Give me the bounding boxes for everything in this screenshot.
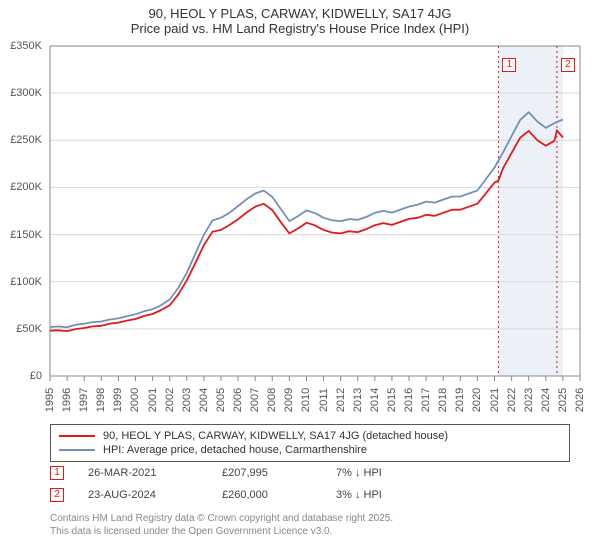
x-tick-label: 2008 bbox=[266, 388, 278, 412]
footer-note: Contains HM Land Registry data © Crown c… bbox=[0, 510, 600, 538]
x-tick-label: 2017 bbox=[420, 388, 432, 412]
x-tick-label: 2020 bbox=[471, 388, 483, 412]
x-tick-label: 2015 bbox=[386, 388, 398, 412]
y-tick-label: £150K bbox=[10, 229, 42, 241]
x-tick-label: 2011 bbox=[318, 388, 330, 412]
x-tick-label: 2024 bbox=[540, 388, 552, 412]
x-tick-label: 2003 bbox=[181, 388, 193, 412]
legend-swatch bbox=[59, 449, 95, 451]
x-tick-label: 2009 bbox=[283, 388, 295, 412]
x-tick-label: 2012 bbox=[335, 388, 347, 412]
x-tick-label: 2026 bbox=[574, 388, 586, 412]
footer-line-2: This data is licensed under the Open Gov… bbox=[50, 525, 570, 538]
x-tick-label: 2007 bbox=[249, 388, 261, 412]
x-tick-label: 2006 bbox=[232, 388, 244, 412]
sale-marker-2: 2 bbox=[561, 58, 575, 72]
chart-subtitle: Price paid vs. HM Land Registry's House … bbox=[0, 21, 600, 40]
x-tick-label: 1998 bbox=[95, 388, 107, 412]
y-tick-label: £350K bbox=[10, 40, 42, 52]
x-tick-label: 2019 bbox=[454, 388, 466, 412]
x-tick-label: 2005 bbox=[215, 388, 227, 412]
x-tick-label: 2004 bbox=[198, 388, 210, 412]
legend-box: 90, HEOL Y PLAS, CARWAY, KIDWELLY, SA17 … bbox=[50, 424, 570, 462]
x-tick-label: 2023 bbox=[523, 388, 535, 412]
x-tick-label: 2010 bbox=[300, 388, 312, 412]
sale-price: £207,995 bbox=[222, 467, 312, 479]
y-tick-label: £100K bbox=[10, 276, 42, 288]
x-tick-label: 2018 bbox=[437, 388, 449, 412]
legend-item: 90, HEOL Y PLAS, CARWAY, KIDWELLY, SA17 … bbox=[59, 429, 561, 443]
sale-row-marker: 2 bbox=[50, 488, 64, 502]
x-tick-label: 2022 bbox=[506, 388, 518, 412]
footer-line-1: Contains HM Land Registry data © Crown c… bbox=[50, 512, 570, 525]
sale-date: 26-MAR-2021 bbox=[88, 467, 198, 479]
x-tick-label: 2014 bbox=[369, 388, 381, 412]
legend-item: HPI: Average price, detached house, Carm… bbox=[59, 443, 561, 457]
legend-label: 90, HEOL Y PLAS, CARWAY, KIDWELLY, SA17 … bbox=[103, 430, 448, 442]
legend-footer: 90, HEOL Y PLAS, CARWAY, KIDWELLY, SA17 … bbox=[0, 420, 600, 510]
x-tick-label: 1995 bbox=[44, 388, 56, 412]
sale-delta: 3% ↓ HPI bbox=[336, 489, 382, 501]
y-tick-label: £200K bbox=[10, 181, 42, 193]
y-tick-label: £250K bbox=[10, 134, 42, 146]
sale-marker-1: 1 bbox=[502, 58, 516, 72]
chart-title: 90, HEOL Y PLAS, CARWAY, KIDWELLY, SA17 … bbox=[0, 0, 600, 21]
x-tick-label: 2013 bbox=[352, 388, 364, 412]
x-tick-label: 2025 bbox=[557, 388, 569, 412]
y-tick-label: £0 bbox=[30, 370, 42, 382]
x-tick-label: 2021 bbox=[489, 388, 501, 412]
sale-price: £260,000 bbox=[222, 489, 312, 501]
sale-date: 23-AUG-2024 bbox=[88, 489, 198, 501]
x-tick-label: 2002 bbox=[164, 388, 176, 412]
sale-delta: 7% ↓ HPI bbox=[336, 467, 382, 479]
legend-label: HPI: Average price, detached house, Carm… bbox=[103, 444, 367, 456]
x-tick-label: 1999 bbox=[112, 388, 124, 412]
x-tick-label: 2001 bbox=[147, 388, 159, 412]
chart-svg bbox=[0, 40, 600, 420]
y-tick-label: £300K bbox=[10, 87, 42, 99]
x-tick-label: 1997 bbox=[78, 388, 90, 412]
y-tick-label: £50K bbox=[16, 323, 42, 335]
x-tick-label: 1996 bbox=[61, 388, 73, 412]
x-tick-label: 2000 bbox=[129, 388, 141, 412]
chart-area: £0 £50K £100K £150K £200K £250K £300K £350K 199… bbox=[0, 40, 600, 420]
legend-swatch bbox=[59, 435, 95, 437]
sale-row: 1 26-MAR-2021 £207,995 7% ↓ HPI bbox=[50, 462, 570, 484]
sale-row-marker: 1 bbox=[50, 466, 64, 480]
x-tick-label: 2016 bbox=[403, 388, 415, 412]
sale-row: 2 23-AUG-2024 £260,000 3% ↓ HPI bbox=[50, 484, 570, 506]
